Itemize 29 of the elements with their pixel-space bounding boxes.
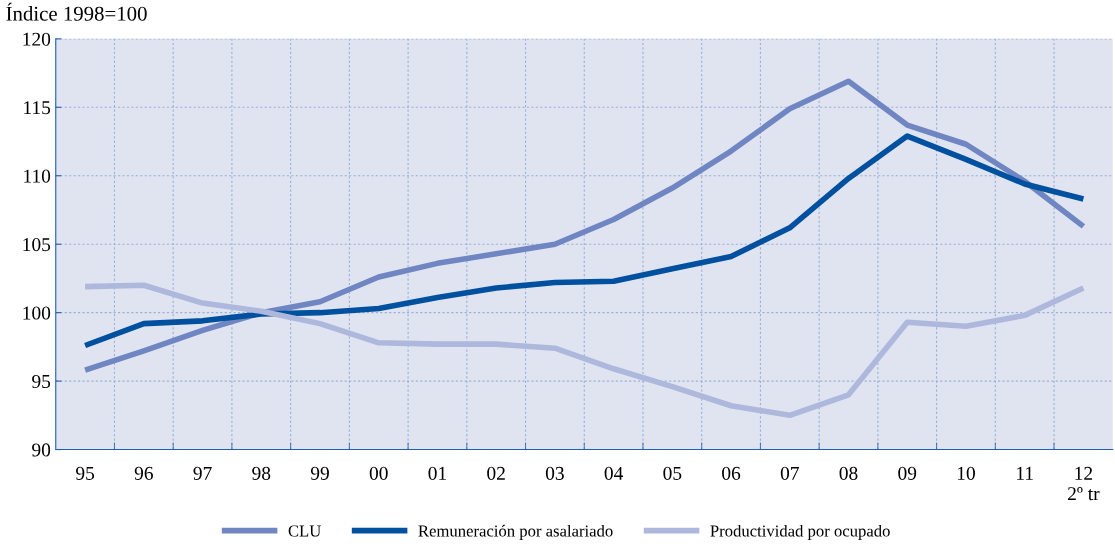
x-tick-label: 07 xyxy=(780,466,799,480)
legend-label: Remuneración por asalariado xyxy=(418,524,613,540)
x-tick-label: 03 xyxy=(545,466,564,480)
y-tick-label: 95 xyxy=(32,374,51,389)
y-axis-title: Índice 1998=100 xyxy=(6,2,147,21)
y-tick-label: 110 xyxy=(24,169,51,183)
x-tick-label: 11 xyxy=(1017,466,1033,480)
y-tick-label: 120 xyxy=(23,32,51,46)
x-tick-label: 04 xyxy=(604,466,624,480)
x-tick-label: 02 xyxy=(487,466,505,480)
x-tick-label: 00 xyxy=(369,466,388,480)
x-tick-label: 99 xyxy=(310,466,329,480)
x-tick-label: 98 xyxy=(252,466,271,480)
y-tick-label: 105 xyxy=(23,238,51,252)
legend-label: CLU xyxy=(288,525,321,537)
x-tick-label: 12 2º tr xyxy=(1068,466,1100,501)
x-tick-label: 96 xyxy=(134,466,153,480)
y-tick-label: 115 xyxy=(24,101,51,115)
x-tick-label: 10 xyxy=(957,466,975,480)
x-tick-label: 95 xyxy=(76,466,95,480)
x-tick-label: 09 xyxy=(898,466,917,480)
y-tick-label: 100 xyxy=(23,306,51,320)
x-tick-label: 05 xyxy=(663,466,682,480)
x-tick-label: 06 xyxy=(722,466,741,480)
x-tick-label: 01 xyxy=(428,466,447,480)
y-tick-label: 90 xyxy=(32,443,51,457)
x-tick-label: 08 xyxy=(839,466,858,480)
legend-label: Productividad por ocupado xyxy=(710,524,890,540)
x-tick-label: 97 xyxy=(193,466,212,480)
